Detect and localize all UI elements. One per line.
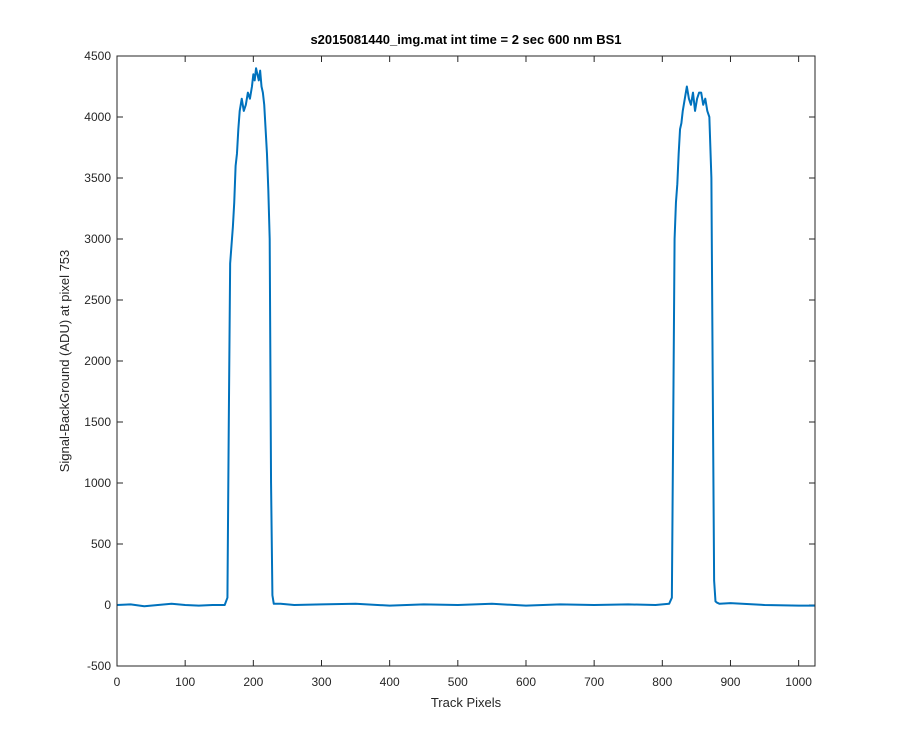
plot-area: -500050010001500200025003000350040004500… — [84, 49, 816, 689]
chart-title: s2015081440_img.mat int time = 2 sec 600… — [310, 32, 621, 47]
y-tick-label: 2500 — [84, 293, 111, 307]
y-tick-label: 500 — [91, 537, 111, 551]
y-tick-label: 2000 — [84, 354, 111, 368]
y-tick-label: 4000 — [84, 110, 111, 124]
series-line — [116, 67, 815, 608]
x-tick-label: 100 — [175, 675, 195, 689]
y-tick-label: 3000 — [84, 232, 111, 246]
x-tick-label: 1000 — [785, 675, 812, 689]
plot-frame — [116, 55, 816, 667]
plot-background — [117, 56, 815, 666]
x-tick-label: 300 — [311, 675, 331, 689]
y-tick-label: 1500 — [84, 415, 111, 429]
x-tick-label: 400 — [380, 675, 400, 689]
x-axis: 0 100 200 300 400 500 600 700 800 900 1000 — [114, 56, 812, 689]
y-tick-label: 1000 — [84, 476, 111, 490]
x-axis-label: Track Pixels — [431, 695, 502, 710]
x-tick-label: 700 — [584, 675, 604, 689]
x-tick-label: 800 — [652, 675, 672, 689]
x-tick-label: 0 — [114, 675, 121, 689]
x-tick-label: 600 — [516, 675, 536, 689]
y-tick-label: 4500 — [84, 49, 111, 63]
y-tick-label: -500 — [87, 659, 111, 673]
y-axis: -500 0 500 1000 1500 2000 2500 3000 3500 4000 4500 — [84, 49, 815, 673]
x-tick-label: 900 — [720, 675, 740, 689]
y-axis-label: Signal-BackGround (ADU) at pixel 753 — [57, 250, 72, 473]
x-tick-label: 500 — [448, 675, 468, 689]
x-tick-label: 200 — [243, 675, 263, 689]
y-tick-label: 3500 — [84, 171, 111, 185]
y-tick-label: 0 — [104, 598, 111, 612]
